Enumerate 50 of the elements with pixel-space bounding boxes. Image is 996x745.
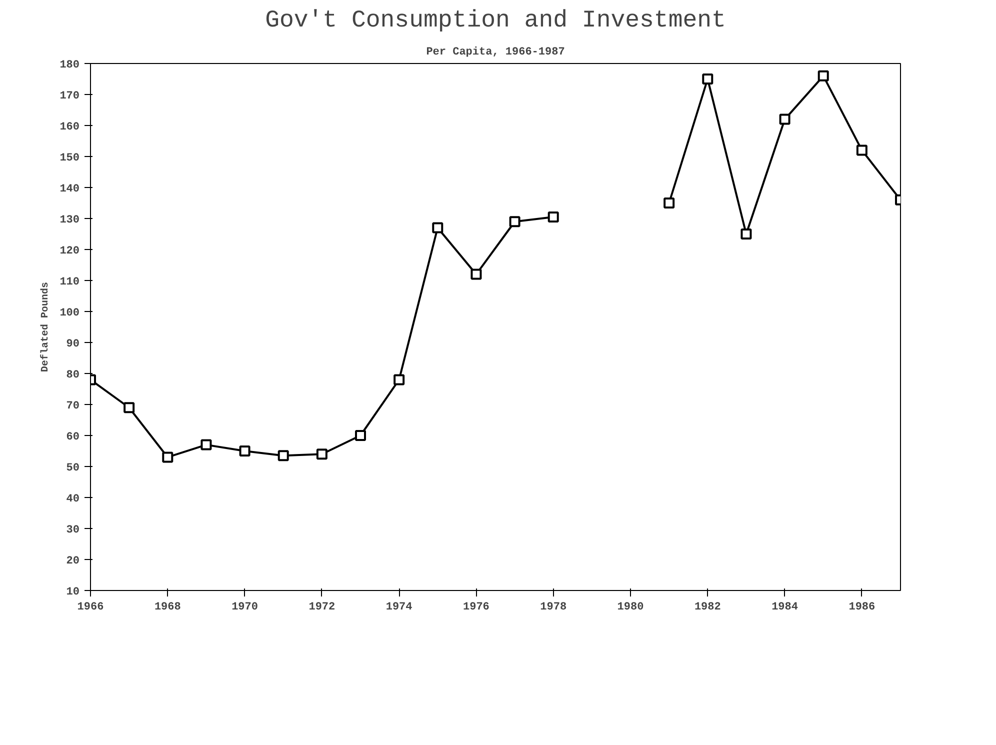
y-tick-label: 170 <box>60 90 80 102</box>
point <box>239 446 250 456</box>
y-tick-label: 140 <box>60 184 80 196</box>
point <box>200 439 212 450</box>
y-tick-label: 130 <box>60 214 80 226</box>
x-tick-label: 1984 <box>772 602 798 614</box>
y-axis-title: Deflated Pounds <box>40 282 52 372</box>
x-tick-label: 1978 <box>540 602 567 614</box>
y-tick-label: 60 <box>66 432 80 444</box>
x-tick-label: 1974 <box>386 602 413 614</box>
point <box>355 430 366 441</box>
y-tick-label: 90 <box>66 338 80 350</box>
chart-subtitle: Per Capita, 1966-1987 <box>426 46 565 58</box>
x-tick-label: 1982 <box>694 602 721 614</box>
y-tick-label: 120 <box>60 246 80 258</box>
x-tick-label: 1970 <box>232 602 258 614</box>
y-tick-label: 180 <box>60 60 80 72</box>
point <box>432 222 444 234</box>
point <box>470 268 482 280</box>
point <box>509 216 520 228</box>
x-tick-label: 1986 <box>848 602 876 614</box>
y-tick-label: 80 <box>66 370 80 382</box>
chart-title: Gov't Consumption and Investment <box>265 8 726 34</box>
point <box>856 144 868 156</box>
point <box>394 374 405 386</box>
y-tick-label: 160 <box>60 122 80 134</box>
point <box>779 114 790 125</box>
y-tick-label: 40 <box>66 494 80 506</box>
point <box>162 452 174 463</box>
y-tick-label: 20 <box>66 556 80 568</box>
point <box>316 448 328 460</box>
x-tick-label: 1976 <box>463 602 490 614</box>
y-tick-label: 100 <box>60 308 80 320</box>
point <box>818 70 829 82</box>
point <box>548 211 559 222</box>
x-tick-label: 1966 <box>77 602 104 614</box>
x-tick-label: 1980 <box>617 602 644 614</box>
point <box>278 450 289 462</box>
y-tick-label: 30 <box>66 524 80 536</box>
y-tick-label: 110 <box>60 276 80 288</box>
point <box>664 198 675 208</box>
point <box>740 228 752 240</box>
point <box>702 74 714 84</box>
x-tick-label: 1968 <box>154 602 182 614</box>
x-tick-label: 1972 <box>308 602 336 614</box>
y-tick-label: 70 <box>66 400 80 412</box>
point <box>124 402 135 414</box>
y-tick-label: 50 <box>66 462 80 474</box>
y-tick-label: 150 <box>60 152 80 164</box>
y-tick-label: 10 <box>66 586 80 598</box>
